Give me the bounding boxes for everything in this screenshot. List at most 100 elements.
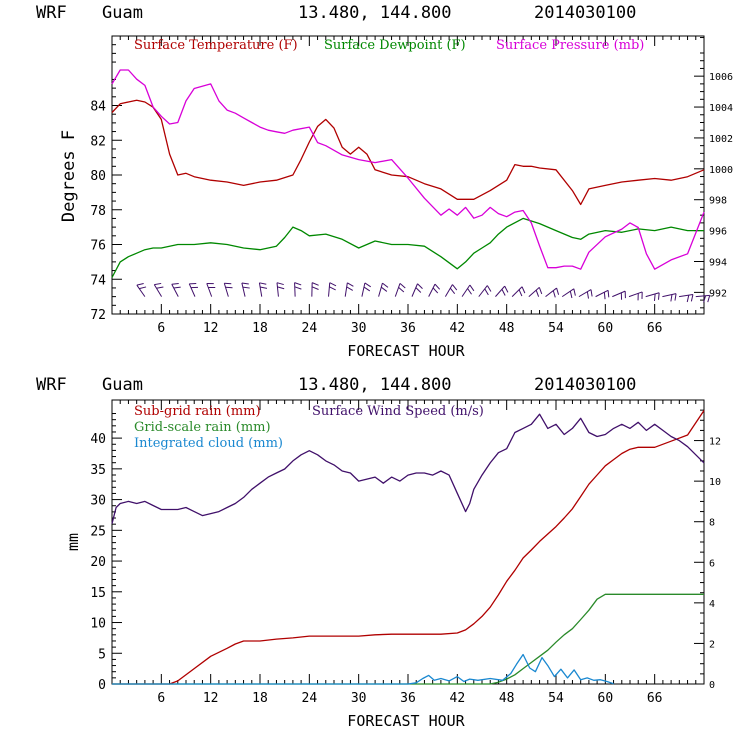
wind-barb — [428, 283, 441, 297]
y-tick-label: 74 — [90, 273, 106, 288]
bottom-legend: Sub-grid rain (mm) Surface Wind Speed (m… — [134, 404, 484, 451]
wind-barb — [188, 282, 198, 297]
series-line-gridrain — [112, 593, 704, 685]
x-tick-label: 36 — [400, 321, 416, 336]
right-tick-label: 1002 — [709, 134, 733, 145]
wind-barb — [679, 294, 694, 303]
top-plot-frame — [111, 35, 705, 315]
wind-barb — [276, 282, 285, 297]
x-tick-label: 6 — [157, 691, 165, 706]
y-tick-label: 78 — [90, 204, 106, 219]
wind-barb — [461, 284, 475, 297]
wind-barb — [411, 283, 423, 297]
wind-barb — [258, 282, 268, 297]
y-tick-label: 10 — [90, 617, 106, 632]
wind-barb — [478, 285, 492, 297]
right-tick-label: 8 — [709, 518, 715, 529]
right-tick-label: 6 — [709, 558, 715, 569]
bottom-y-axis-label: mm — [64, 533, 82, 551]
top-y-axis-label: Degrees F — [59, 130, 79, 222]
wind-barb — [612, 290, 626, 300]
top-axis-ticks: 6 12 18 24 30 36 42 48 54 60 66 72 74 76 78 80 82 84 992 99… — [90, 36, 733, 336]
bottom-header-site: Guam — [102, 375, 143, 395]
right-tick-label: 996 — [709, 227, 727, 238]
x-tick-label: 66 — [647, 321, 663, 336]
wind-barb — [241, 282, 250, 297]
bottom-series-group — [111, 410, 705, 685]
x-tick-label: 60 — [598, 691, 614, 706]
x-tick-label: 12 — [203, 691, 219, 706]
x-tick-label: 12 — [203, 321, 219, 336]
top-header-model: WRF — [36, 3, 67, 23]
y-tick-label: 30 — [90, 494, 106, 509]
right-tick-label: 1004 — [709, 103, 733, 114]
right-tick-label: 12 — [709, 437, 721, 448]
legend-gridscale-rain: Grid-scale rain (mm) — [134, 420, 271, 435]
bottom-header: WRF Guam 13.480, 144.800 2014030100 — [36, 375, 636, 395]
x-tick-label: 48 — [499, 321, 515, 336]
series-line-pres — [111, 69, 705, 270]
y-tick-label: 76 — [90, 239, 106, 254]
x-tick-label: 18 — [252, 691, 268, 706]
wind-barb — [662, 293, 677, 302]
wind-barb — [136, 283, 147, 297]
x-tick-label: 30 — [351, 321, 367, 336]
top-header: WRF Guam 13.480, 144.800 2014030100 — [36, 3, 636, 23]
bottom-header-date: 2014030100 — [534, 375, 636, 395]
legend-temperature: Surface Temperature (F) — [134, 38, 298, 53]
wind-barb — [361, 282, 371, 297]
x-tick-label: 36 — [400, 691, 416, 706]
y-tick-label: 84 — [90, 100, 106, 115]
x-tick-label: 48 — [499, 691, 515, 706]
wind-barb — [511, 286, 526, 297]
wind-barb — [328, 282, 337, 297]
series-line-subrain — [112, 410, 705, 685]
x-tick-label: 42 — [450, 321, 466, 336]
top-header-site: Guam — [102, 3, 143, 23]
y-tick-label: 82 — [90, 134, 106, 149]
top-x-axis-label: FORECAST HOUR — [347, 342, 465, 360]
y-tick-label: 5 — [98, 647, 106, 662]
x-tick-label: 24 — [302, 321, 318, 336]
legend-subgrid-rain: Sub-grid rain (mm) — [134, 404, 261, 419]
x-tick-label: 24 — [302, 691, 318, 706]
series-line-temp — [111, 99, 705, 206]
right-tick-label: 1006 — [709, 72, 733, 83]
bottom-x-axis-label: FORECAST HOUR — [347, 712, 465, 730]
wind-barb — [561, 288, 576, 299]
wind-barb — [495, 285, 509, 297]
wind-barb — [378, 282, 389, 297]
y-tick-label: 25 — [90, 524, 106, 539]
top-header-coords: 13.480, 144.800 — [298, 3, 452, 23]
right-tick-label: 0 — [709, 680, 715, 691]
bottom-header-coords: 13.480, 144.800 — [298, 375, 452, 395]
y-tick-label: 72 — [90, 308, 106, 323]
y-tick-label: 35 — [90, 463, 106, 478]
right-tick-label: 10 — [709, 477, 721, 488]
wind-barb — [528, 286, 543, 298]
wind-barb — [444, 284, 458, 297]
x-tick-label: 30 — [351, 691, 367, 706]
x-tick-label: 54 — [548, 691, 564, 706]
right-tick-label: 994 — [709, 257, 727, 268]
wind-barb — [628, 291, 643, 301]
wind-barb — [645, 292, 660, 301]
x-tick-label: 18 — [252, 321, 268, 336]
wind-barb — [545, 287, 560, 298]
x-tick-label: 66 — [647, 691, 663, 706]
x-tick-label: 54 — [548, 321, 564, 336]
x-tick-label: 60 — [598, 321, 614, 336]
right-tick-label: 998 — [709, 196, 727, 207]
wind-barb — [344, 282, 354, 297]
y-tick-label: 0 — [98, 678, 106, 693]
y-tick-label: 20 — [90, 555, 106, 570]
wind-barb — [223, 282, 233, 297]
legend-integrated-cloud: Integrated cloud (mm) — [134, 436, 283, 451]
wind-barb — [311, 282, 319, 297]
bottom-header-model: WRF — [36, 375, 67, 395]
x-tick-label: 6 — [157, 321, 165, 336]
top-wind-barbs — [136, 282, 711, 303]
top-header-date: 2014030100 — [534, 3, 636, 23]
y-tick-label: 80 — [90, 169, 106, 184]
wind-barb — [171, 282, 181, 297]
